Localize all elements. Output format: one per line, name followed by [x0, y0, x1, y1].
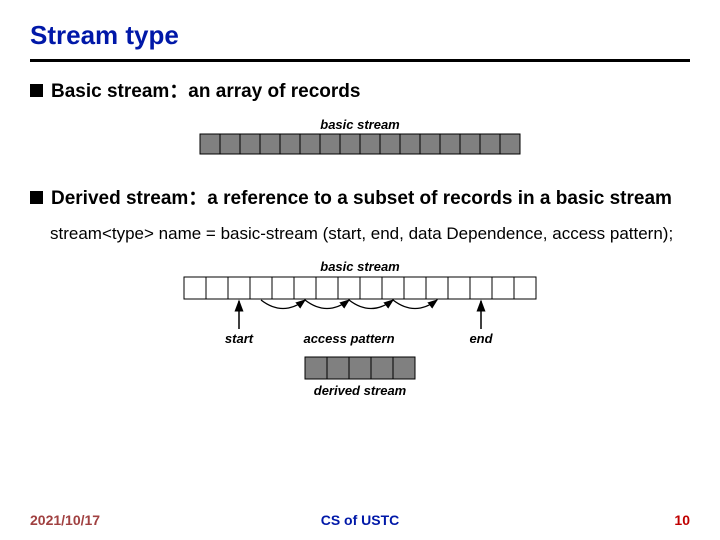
figure-derived-stream: basic stream start end access pattern derive…: [30, 259, 690, 409]
slide-footer: 2021/10/17 CS of USTC 10: [30, 512, 690, 528]
bullet-item: Derived stream：a reference to a subset o…: [30, 187, 690, 212]
svg-text:access pattern: access pattern: [303, 331, 394, 346]
svg-text:basic stream: basic stream: [320, 259, 400, 274]
svg-text:start: start: [225, 331, 254, 346]
title-underline: [30, 59, 690, 62]
bullet-square-icon: [30, 191, 43, 204]
footer-page: 10: [674, 512, 690, 528]
svg-text:basic stream: basic stream: [320, 117, 400, 132]
footer-center: CS of USTC: [321, 512, 400, 528]
bullet-text: Derived stream：a reference to a subset o…: [51, 187, 672, 212]
footer-date: 2021/10/17: [30, 512, 100, 528]
svg-text:derived stream: derived stream: [314, 383, 407, 398]
bullet-square-icon: [30, 84, 43, 97]
bullet-text: Basic stream：an array of records: [51, 80, 360, 105]
figure-basic-stream: basic stream: [30, 117, 690, 167]
bullet-item: Basic stream：an array of records: [30, 80, 690, 105]
svg-text:end: end: [469, 331, 493, 346]
code-text: stream<type> name = basic-stream (start,…: [50, 223, 690, 245]
slide-title: Stream type: [30, 20, 690, 51]
